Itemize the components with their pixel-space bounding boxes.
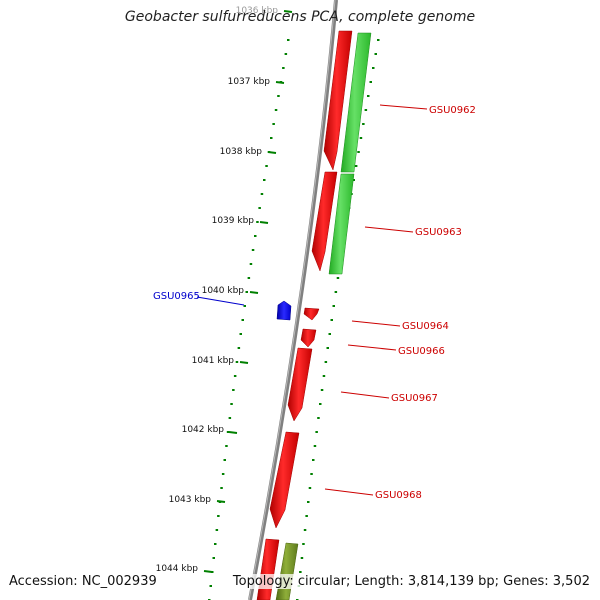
ruler-tick: 1038 kbp	[220, 147, 277, 157]
ruler-tick: 1037 kbp	[228, 77, 285, 87]
gene-label-GSU0966[interactable]: GSU0966	[398, 346, 445, 357]
ruler-dotted-ring	[208, 39, 290, 600]
ruler-tick: 1044 kbp	[156, 564, 213, 574]
ruler-tick-label: 1037 kbp	[228, 77, 271, 87]
gene-labels: GSU0962 GSU0963 GSU0964 GSU0966 GSU0967 …	[153, 104, 476, 501]
gene-label-GSU0967[interactable]: GSU0967	[391, 393, 438, 404]
ruler-tick-label: 1043 kbp	[169, 495, 212, 505]
ruler-tick: 1036 kbp	[236, 6, 293, 16]
genome-summary-text: Topology: circular; Length: 3,814,139 bp…	[232, 574, 590, 589]
ruler-tick-label: 1038 kbp	[220, 147, 263, 157]
gene-label-GSU0962[interactable]: GSU0962	[429, 105, 476, 116]
ruler: 1036 kbp 1037 kbp 1038 kbp 1039 kbp 1040…	[156, 6, 293, 574]
gene-label-GSU0968[interactable]: GSU0968	[375, 490, 422, 501]
cds-block[interactable]	[340, 32, 372, 173]
ruler-tick: 1040 kbp	[202, 286, 259, 296]
gene-arrow-GSU0963[interactable]	[311, 171, 338, 272]
ruler-tick-label: 1036 kbp	[236, 6, 279, 16]
accession-text: Accession: NC_002939	[9, 574, 157, 589]
gene-arrow-GSU0967[interactable]	[287, 347, 313, 422]
ruler-tick: 1041 kbp	[192, 356, 249, 366]
ruler-tick-label: 1039 kbp	[212, 216, 255, 226]
forward-genes	[256, 30, 353, 600]
cds-block[interactable]	[328, 173, 355, 275]
ruler-tick-label: 1044 kbp	[156, 564, 199, 574]
gene-arrow-GSU0965[interactable]	[276, 300, 292, 321]
map-title: Geobacter sulfurreducens PCA, complete g…	[124, 9, 476, 25]
gene-arrow-GSU0962[interactable]	[323, 30, 353, 171]
gene-label-GSU0964[interactable]: GSU0964	[402, 321, 449, 332]
ruler-tick-label: 1040 kbp	[202, 286, 245, 296]
ruler-tick: 1042 kbp	[182, 425, 238, 435]
genome-backbone	[248, 0, 338, 600]
gene-label-GSU0965[interactable]: GSU0965	[153, 291, 200, 302]
cds-block[interactable]	[275, 542, 299, 600]
genome-backbone-highlight	[248, 0, 336, 600]
gene-arrow-GSU0968[interactable]	[269, 431, 300, 529]
ruler-tick-label: 1041 kbp	[192, 356, 235, 366]
ruler-tick-label: 1042 kbp	[182, 425, 225, 435]
gene-ring-dotted-track	[296, 39, 380, 600]
gene-label-GSU0963[interactable]: GSU0963	[415, 227, 462, 238]
ruler-tick: 1043 kbp	[169, 495, 226, 505]
ruler-tick: 1039 kbp	[212, 216, 269, 226]
gene-arrow-GSU0966[interactable]	[300, 328, 317, 348]
gene-arrow-GSU0964[interactable]	[303, 307, 320, 321]
